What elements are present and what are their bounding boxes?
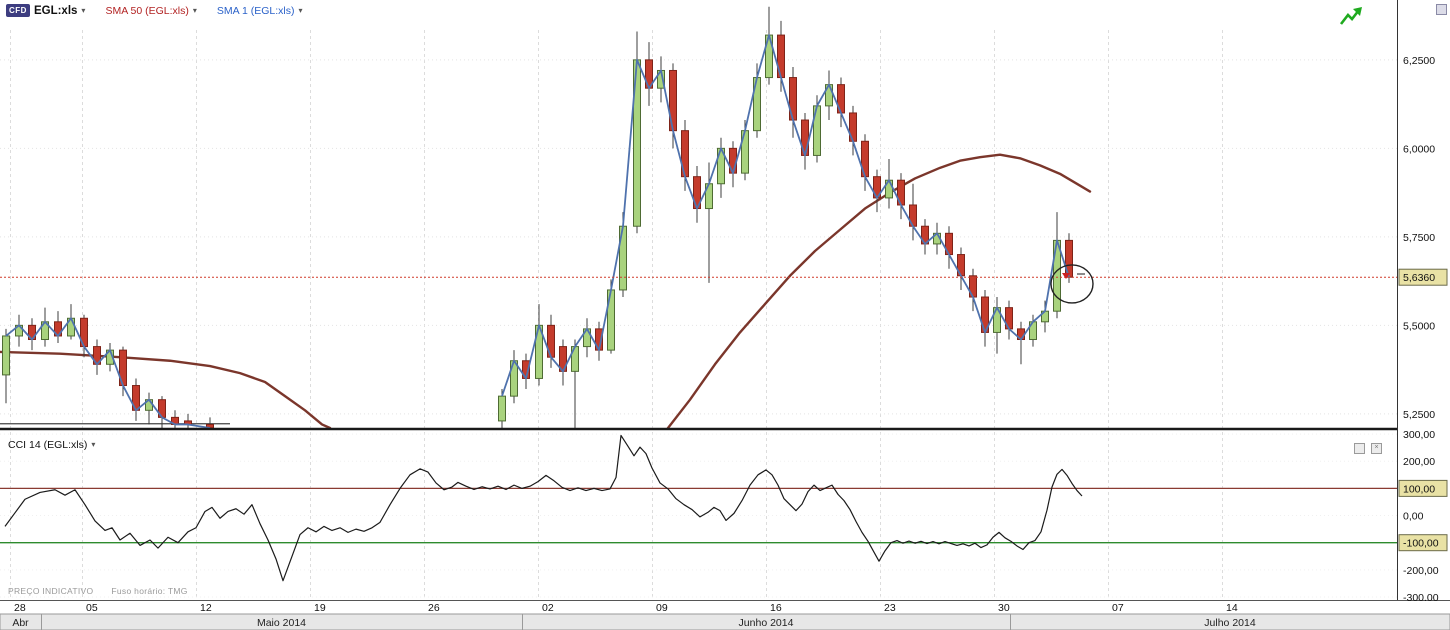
sma1-line (501, 34, 1070, 397)
cci-level-box (1398, 534, 1448, 552)
sma1-line (5, 317, 211, 429)
date-tick-label: 26 (428, 602, 440, 614)
month-label: Abr (12, 617, 29, 629)
month-label: Junho 2014 (739, 617, 794, 629)
price-tick-label: 5,2500 (1403, 409, 1435, 421)
price-tick-label: 6,0000 (1403, 143, 1435, 155)
date-tick-label: 05 (86, 602, 98, 614)
sell-marker-icon (1062, 272, 1070, 279)
candle-up (2, 335, 10, 376)
price-tick-label: 5,5000 (1403, 320, 1435, 332)
cci-panel-header[interactable]: CCI 14 (EGL:xls) (8, 439, 95, 451)
indicator-settings-icon[interactable] (1354, 443, 1365, 454)
indicative-price-note: PREÇO INDICATIVO (8, 586, 94, 596)
date-row-bg (0, 601, 1450, 614)
sma1-indicator-menu[interactable]: SMA 1 (EGL:xls) (217, 5, 303, 17)
price-tick-label: 6,2500 (1403, 55, 1435, 67)
cci-tick-label: -200,00 (1403, 565, 1439, 577)
instrument-name: EGL:xls (33, 4, 78, 17)
instrument-selector[interactable]: CFD EGL:xls (6, 4, 85, 17)
footer-note: PREÇO INDICATIVO Fuso horário: TMG (8, 586, 188, 596)
chart-header: CFD EGL:xls SMA 50 (EGL:xls) SMA 1 (EGL:… (6, 4, 303, 17)
date-tick-label: 30 (998, 602, 1010, 614)
cci-panel-icons: × (1354, 443, 1382, 454)
indicator-close-icon[interactable]: × (1371, 443, 1382, 454)
chevron-down-icon (193, 7, 197, 15)
date-tick-label: 14 (1226, 602, 1238, 614)
cci-level-box (1398, 479, 1448, 497)
candle-up (498, 395, 506, 422)
month-label: Maio 2014 (257, 617, 306, 629)
highlight-circle (1050, 264, 1094, 304)
chevron-down-icon (91, 441, 95, 449)
cci-tick-label: 100,00 (1403, 483, 1435, 495)
date-tick-label: 02 (542, 602, 554, 614)
date-tick-label: 09 (656, 602, 668, 614)
sma1-label: SMA 1 (EGL:xls) (216, 4, 295, 17)
date-tick-label: 12 (200, 602, 212, 614)
cci-tick-label: 300,00 (1403, 429, 1435, 441)
sma50-indicator-menu[interactable]: SMA 50 (EGL:xls) (105, 5, 196, 17)
price-tick-label: 5,7500 (1403, 232, 1435, 244)
current-price-box (1398, 268, 1448, 286)
cci-tick-label: 0,00 (1403, 511, 1424, 523)
trend-arrow-icon[interactable] (1338, 6, 1364, 33)
cci-tick-label: -100,00 (1403, 538, 1439, 550)
date-tick-label: 19 (314, 602, 326, 614)
date-tick-label: 07 (1112, 602, 1124, 614)
timezone-note: Fuso horário: TMG (111, 586, 188, 596)
cci-tick-label: 200,00 (1403, 456, 1435, 468)
sma50-label: SMA 50 (EGL:xls) (105, 4, 189, 17)
cfd-badge: CFD (6, 4, 30, 17)
cci-label: CCI 14 (EGL:xls) (8, 439, 88, 451)
cci-line (4, 434, 1083, 582)
chart-tools-icon[interactable] (1436, 4, 1447, 15)
current-price-label: 5,6360 (1403, 272, 1435, 284)
month-row-bg (0, 613, 1450, 630)
date-tick-label: 16 (770, 602, 782, 614)
date-tick-label: 23 (884, 602, 896, 614)
value-axis-strip (1397, 0, 1450, 600)
date-tick-label: 28 (14, 602, 26, 614)
month-label: Julho 2014 (1204, 617, 1256, 629)
chevron-down-icon (81, 7, 85, 15)
chevron-down-icon (299, 7, 303, 15)
